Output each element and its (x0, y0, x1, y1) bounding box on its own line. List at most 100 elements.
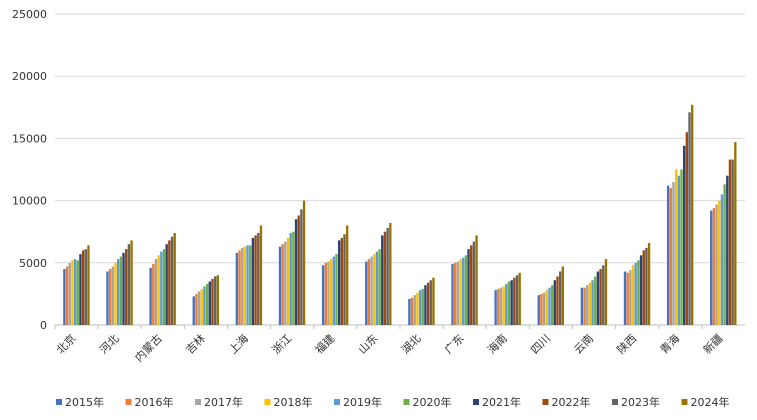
bar-3-5 (205, 283, 209, 325)
bar-14-5 (680, 169, 683, 325)
bar-13-4 (634, 262, 637, 325)
bar-0-1 (65, 266, 69, 325)
bar-14-7 (685, 132, 689, 325)
bar-6-3 (329, 259, 333, 325)
bar-9-8 (472, 241, 476, 325)
bar-3-2 (197, 291, 201, 325)
bar-2-8 (170, 236, 174, 325)
bar-11-9 (561, 266, 564, 325)
x-tick-label-1: 河北 (97, 332, 122, 357)
legend-label-3: 2018年 (274, 395, 313, 409)
bar-3-3 (200, 288, 203, 325)
bar-1-7 (125, 249, 128, 325)
bar-8-7 (426, 282, 430, 325)
bar-2-9 (173, 232, 176, 325)
legend-label-7: 2022年 (552, 395, 591, 409)
bar-2-3 (157, 255, 160, 325)
bar-10-8 (515, 275, 519, 325)
bar-13-1 (626, 272, 629, 325)
bar-6-4 (332, 256, 336, 325)
bar-1-4 (117, 259, 120, 325)
bar-4-5 (249, 245, 252, 325)
bar-1-2 (111, 266, 115, 325)
bar-9-0 (451, 264, 454, 325)
legend-label-1: 2016年 (135, 395, 174, 409)
bar-14-8 (688, 112, 691, 325)
bar-7-6 (381, 235, 384, 325)
bar-0-8 (84, 249, 87, 325)
bar-15-1 (712, 208, 716, 325)
legend-label-2: 2017年 (204, 395, 243, 409)
bar-7-5 (378, 249, 381, 325)
bar-8-2 (413, 295, 416, 325)
bar-4-2 (241, 247, 244, 325)
bar-12-4 (591, 280, 594, 325)
bar-6-9 (346, 225, 349, 325)
bar-13-7 (642, 250, 645, 325)
bar-15-3 (718, 200, 721, 325)
legend-swatch-0 (56, 399, 62, 405)
bar-4-3 (243, 246, 247, 325)
bar-14-0 (666, 185, 670, 325)
bar-7-9 (389, 222, 392, 325)
bar-13-3 (631, 265, 635, 325)
bar-11-8 (558, 271, 562, 325)
bar-0-5 (76, 260, 79, 325)
bar-4-9 (259, 225, 263, 325)
x-tick-label-15: 新疆 (700, 331, 725, 356)
bar-11-2 (542, 292, 546, 325)
legend-swatch-4 (334, 399, 340, 405)
bar-14-1 (669, 188, 672, 325)
bar-7-2 (370, 256, 373, 325)
legend-swatch-6 (473, 399, 479, 405)
bar-5-8 (300, 209, 303, 325)
bar-6-1 (324, 262, 327, 325)
bar-11-7 (556, 276, 559, 325)
bar-0-7 (81, 250, 85, 325)
bar-4-6 (251, 237, 255, 325)
bar-2-2 (154, 259, 158, 325)
bar-11-1 (540, 293, 543, 325)
bar-9-4 (462, 257, 465, 325)
bar-13-5 (637, 260, 640, 325)
bar-11-3 (545, 290, 548, 325)
bar-15-7 (728, 159, 732, 325)
x-tick-label-3: 吉林 (183, 331, 208, 356)
bar-0-0 (63, 269, 66, 325)
bar-5-6 (294, 219, 298, 325)
bar-15-6 (726, 175, 729, 325)
bar-10-7 (513, 277, 516, 325)
bar-9-2 (456, 261, 460, 325)
bar-5-9 (302, 200, 306, 325)
bar-15-8 (731, 159, 734, 325)
bar-10-9 (518, 272, 521, 325)
bar-8-5 (421, 288, 424, 325)
y-tick-label-1: 5000 (19, 257, 47, 270)
bar-11-4 (548, 287, 551, 325)
bar-2-4 (160, 251, 163, 325)
bar-5-0 (278, 246, 282, 325)
bar-12-9 (604, 259, 608, 325)
bar-1-8 (127, 244, 131, 325)
x-tick-label-8: 湖北 (399, 332, 424, 357)
x-tick-label-6: 福建 (312, 331, 337, 356)
bar-5-5 (292, 231, 295, 325)
bar-4-7 (254, 235, 257, 325)
bar-6-5 (335, 254, 338, 325)
bar-4-4 (246, 245, 249, 325)
legend-swatch-1 (125, 399, 132, 405)
x-tick-label-2: 内蒙古 (132, 331, 165, 364)
bar-0-3 (71, 260, 74, 325)
bar-14-3 (674, 169, 678, 325)
bar-9-3 (459, 259, 462, 325)
bar-12-0 (580, 287, 584, 325)
x-tick-label-12: 云南 (571, 332, 596, 357)
bar-7-8 (386, 227, 389, 325)
bar-6-6 (337, 240, 341, 325)
bar-6-0 (321, 265, 325, 325)
bar-3-4 (203, 286, 206, 325)
bar-3-7 (211, 278, 214, 325)
bar-10-1 (497, 288, 500, 325)
bar-14-6 (682, 145, 686, 325)
